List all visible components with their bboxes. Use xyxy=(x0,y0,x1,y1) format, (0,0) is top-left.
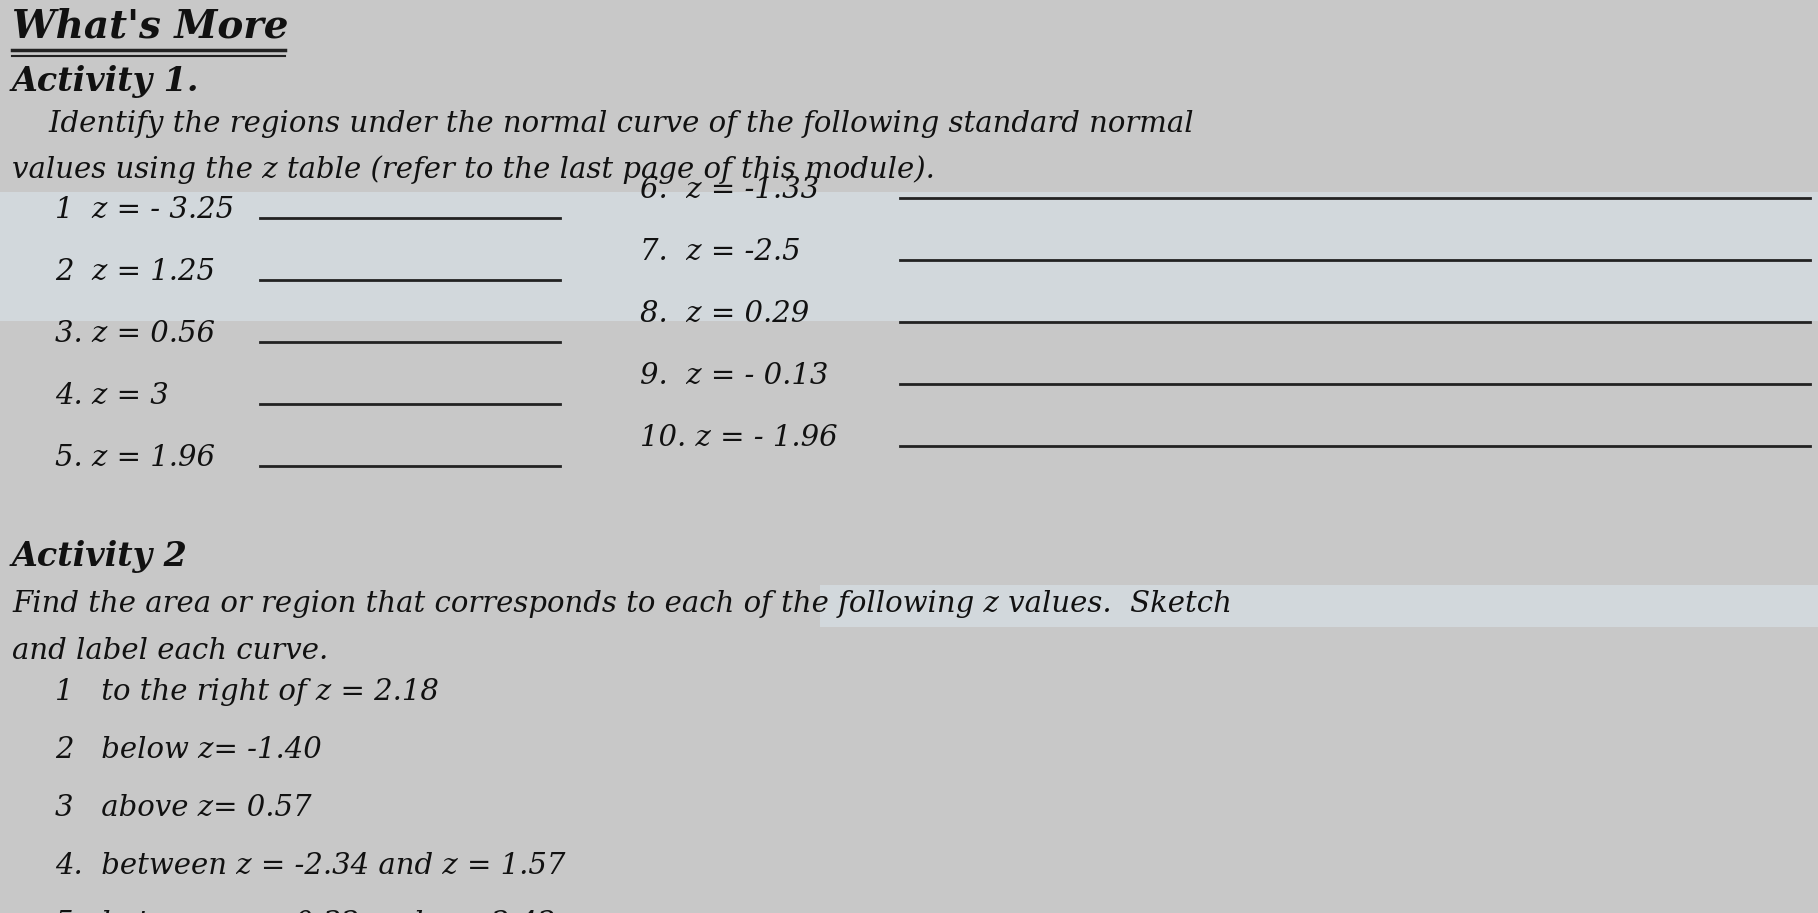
Text: Activity 1.: Activity 1. xyxy=(13,65,200,98)
Text: 3   above z= 0.57: 3 above z= 0.57 xyxy=(55,794,311,822)
Text: 2  z = 1.25: 2 z = 1.25 xyxy=(55,258,215,286)
Text: 4.  between z = -2.34 and z = 1.57: 4. between z = -2.34 and z = 1.57 xyxy=(55,852,565,880)
Text: 5. z = 1.96: 5. z = 1.96 xyxy=(55,444,215,472)
Bar xyxy=(0,192,1818,321)
Text: and label each curve.: and label each curve. xyxy=(13,637,329,665)
Text: 7.  z = -2.5: 7. z = -2.5 xyxy=(640,238,800,266)
Text: 10. z = - 1.96: 10. z = - 1.96 xyxy=(640,424,838,452)
Text: 1  z = - 3.25: 1 z = - 3.25 xyxy=(55,196,235,224)
Text: 1   to the right of z = 2.18: 1 to the right of z = 2.18 xyxy=(55,678,438,706)
Text: 3. z = 0.56: 3. z = 0.56 xyxy=(55,320,215,348)
Text: Activity 2: Activity 2 xyxy=(13,540,187,573)
Text: 5   between z = 0.32 and z = 2.42: 5 between z = 0.32 and z = 2.42 xyxy=(55,910,556,913)
Text: Find the area or region that corresponds to each of the following z values.  Ske: Find the area or region that corresponds… xyxy=(13,590,1233,618)
Text: Identify the regions under the normal curve of the following standard normal: Identify the regions under the normal cu… xyxy=(13,110,1194,138)
Text: 2   below z= -1.40: 2 below z= -1.40 xyxy=(55,736,322,764)
Text: What's More: What's More xyxy=(13,8,289,46)
Text: values using the z table (refer to the last page of this module).: values using the z table (refer to the l… xyxy=(13,155,934,184)
Text: 8.  z = 0.29: 8. z = 0.29 xyxy=(640,300,809,328)
Text: 6.  z = -1.33: 6. z = -1.33 xyxy=(640,176,820,204)
Text: 9.  z = - 0.13: 9. z = - 0.13 xyxy=(640,362,829,390)
Bar xyxy=(820,585,1818,627)
Text: 4. z = 3: 4. z = 3 xyxy=(55,382,169,410)
